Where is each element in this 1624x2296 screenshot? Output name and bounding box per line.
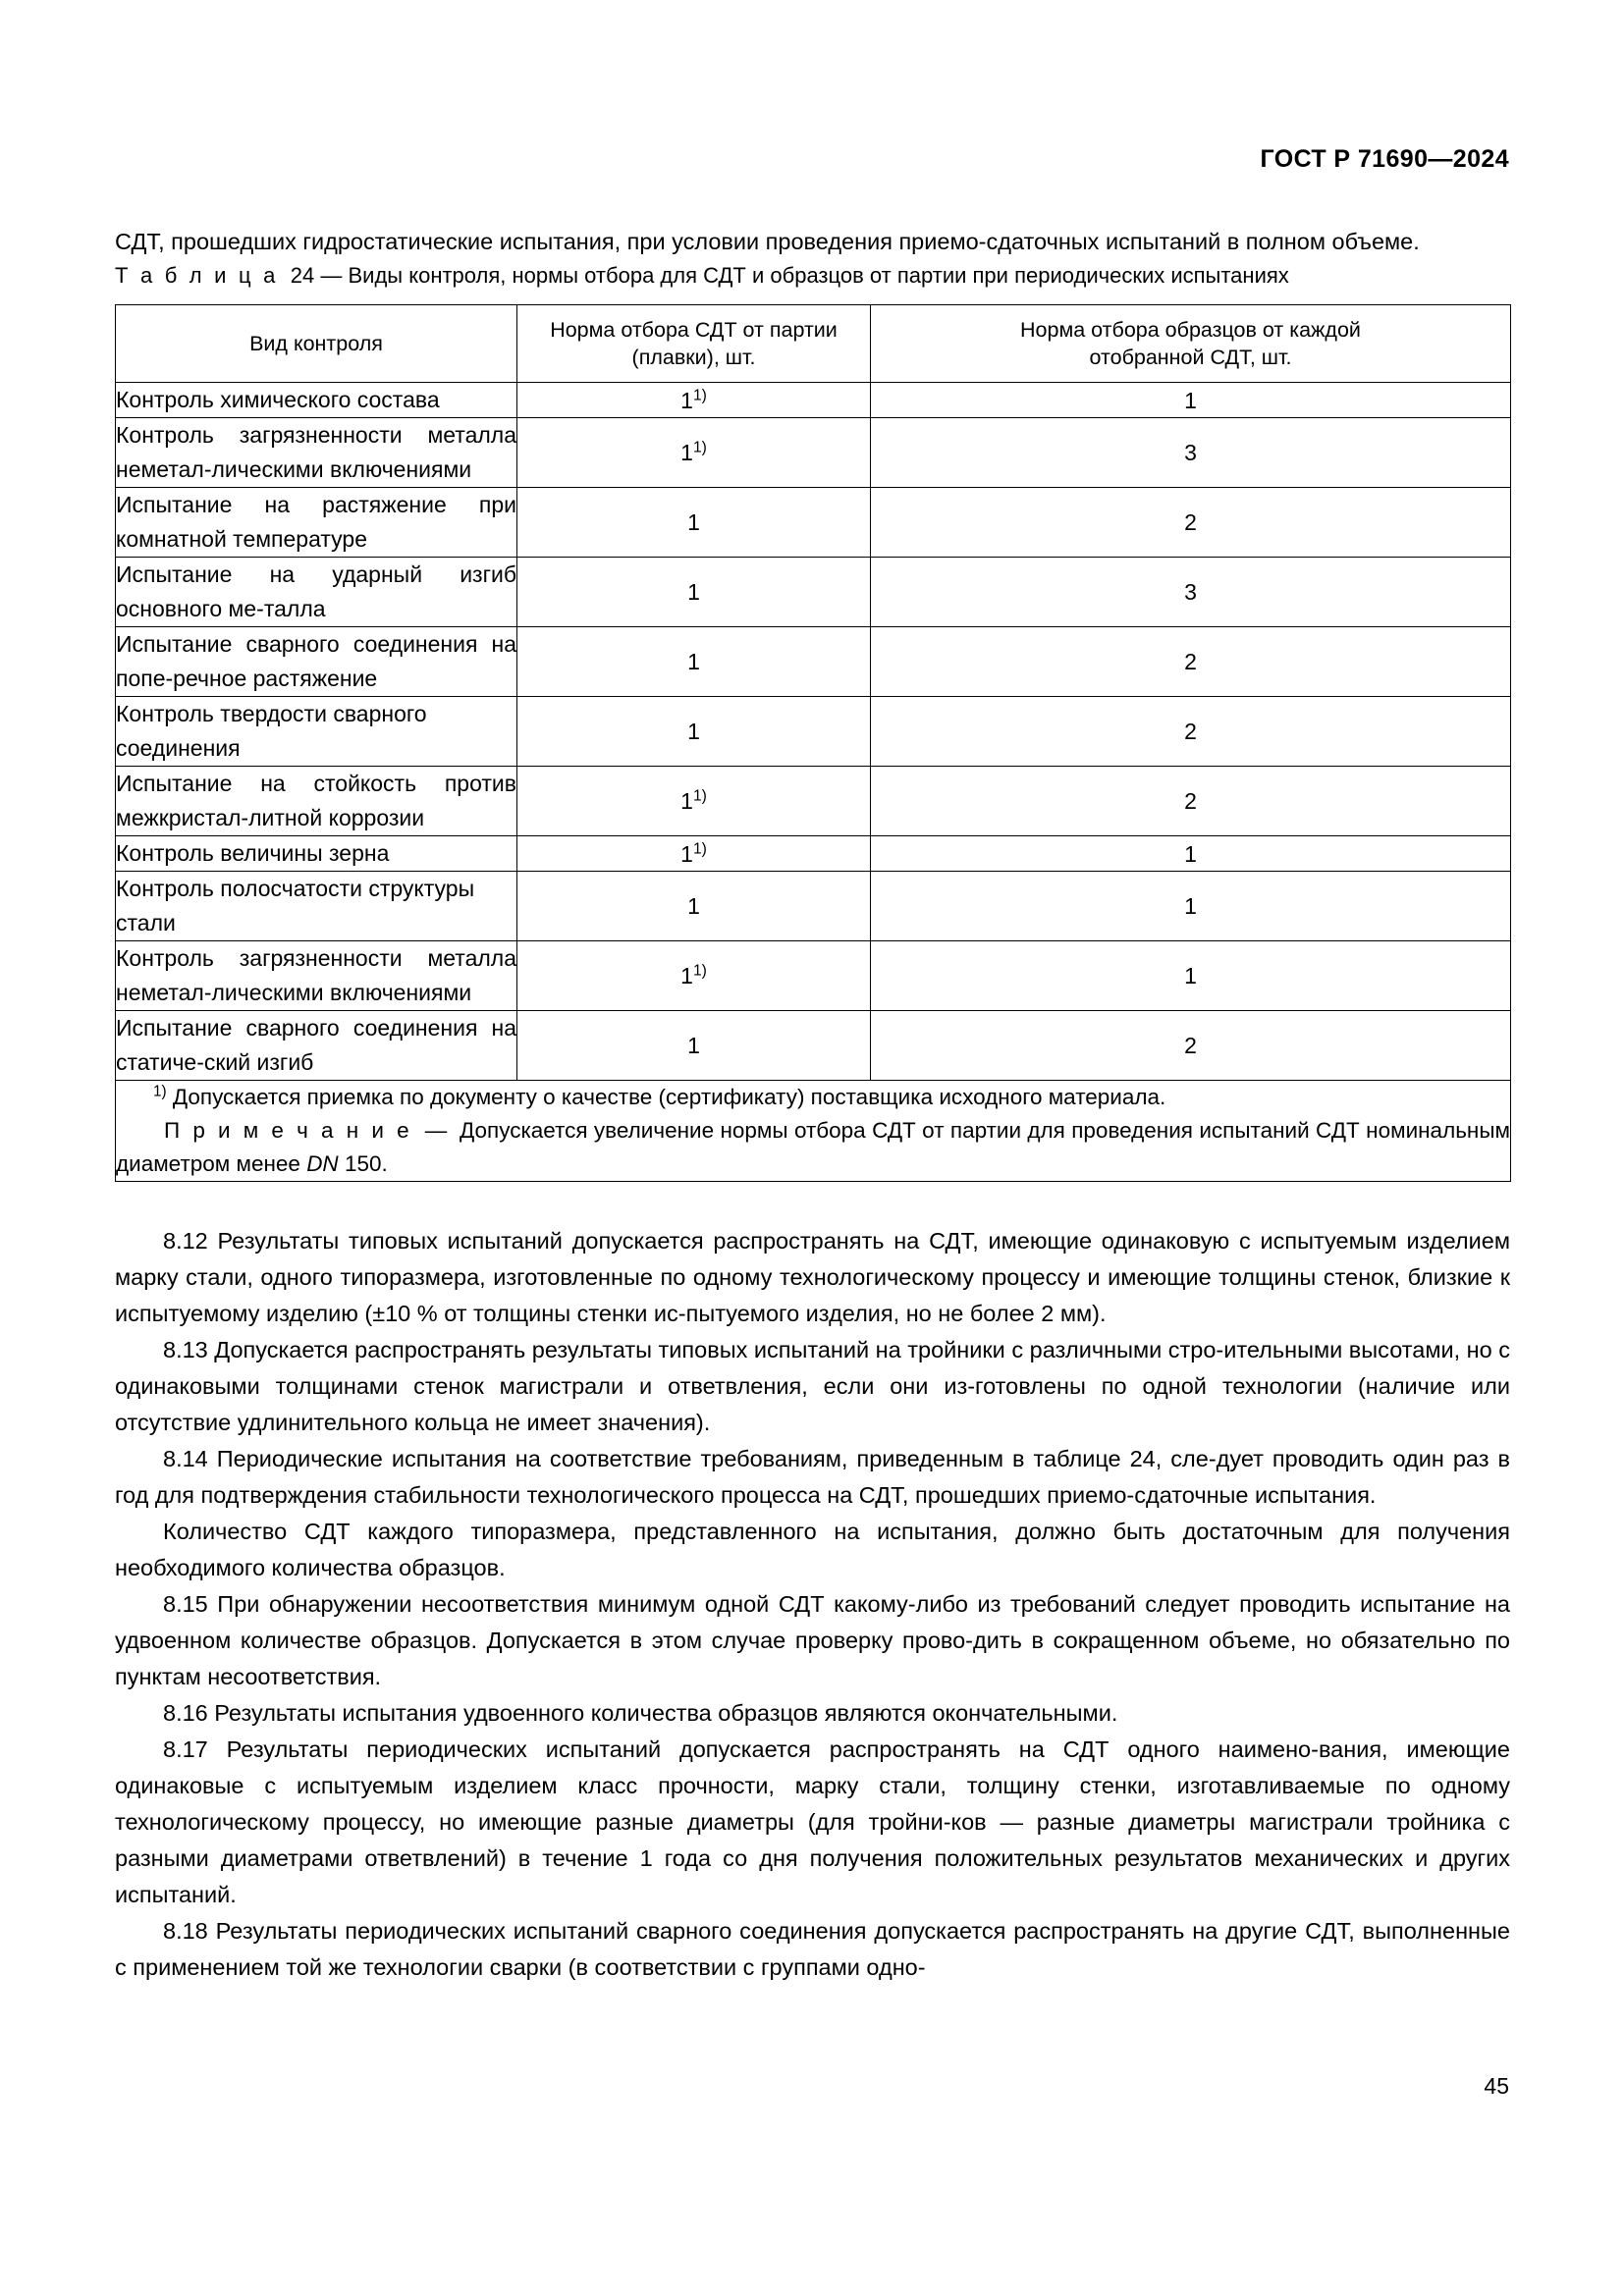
cell-sample-norm: 2 — [870, 487, 1511, 558]
table-row: Испытание на стойкость против межкристал… — [115, 766, 1511, 836]
cell-control-type: Испытание сварного соединения на статиче… — [115, 1010, 517, 1081]
footnote-ref: 1) — [692, 962, 707, 980]
paragraph-8-13: 8.13 Допускается распространять результа… — [115, 1337, 1510, 1435]
cell-control-type: Контроль загрязненности металла неметал-… — [115, 940, 517, 1011]
page-header-standard-number: ГОСТ Р 71690—2024 — [1260, 145, 1509, 173]
cell-batch-value: 1 — [687, 1033, 700, 1058]
cell-control-type: Испытание на ударный изгиб основного ме-… — [115, 557, 517, 627]
table-row: Контроль величины зерна 11) 1 — [115, 835, 1511, 872]
paragraph-8-18: 8.18 Результаты периодических испытаний … — [115, 1918, 1510, 1980]
table-note-dn-abbr: DN — [306, 1151, 339, 1176]
cell-control-type: Контроль твердости сварного соединения — [115, 696, 517, 767]
footnote-ref: 1) — [692, 439, 707, 456]
cell-batch-norm: 11) — [516, 382, 871, 418]
table-header-row: Вид контроля Норма отбора СДТ от партии … — [115, 304, 1511, 383]
cell-batch-value: 1 — [680, 387, 693, 413]
page-number: 45 — [1484, 2073, 1509, 2099]
cell-sample-norm: 1 — [870, 382, 1511, 418]
cell-batch-value: 1 — [687, 719, 700, 744]
table-note-label: П р и м е ч а н и е — [164, 1118, 412, 1143]
table-caption-dash: — — [320, 263, 343, 288]
table-note-text-tail: 150. — [338, 1151, 388, 1176]
paragraph-8-14: 8.14 Периодические испытания на соответс… — [115, 1446, 1510, 1508]
cell-batch-value: 1 — [687, 579, 700, 605]
paragraph-quantity-note: Количество СДТ каждого типоразмера, пред… — [115, 1519, 1510, 1580]
paragraph-8-15: 8.15 При обнаружении несоответствия мини… — [115, 1591, 1510, 1689]
footnote-ref: 1) — [692, 787, 707, 805]
cell-sample-norm: 2 — [870, 1010, 1511, 1081]
paragraph-8-17: 8.17 Результаты периодических испытаний … — [115, 1736, 1510, 1907]
page-content: СДТ, прошедших гидростатические испытани… — [115, 224, 1511, 1986]
cell-control-type: Контроль химического состава — [115, 382, 517, 418]
cell-control-type: Контроль полосчатости структуры стали — [115, 871, 517, 941]
column-header-sample-norm-line2: отобранной СДТ, шт. — [1089, 346, 1292, 369]
table-row: Контроль полосчатости структуры стали 1 … — [115, 871, 1511, 941]
column-header-batch-norm: Норма отбора СДТ от партии (плавки), шт. — [516, 304, 871, 383]
intro-paragraph: СДТ, прошедших гидростатические испытани… — [115, 229, 1420, 254]
table-note-line: П р и м е ч а н и е — Допускается увелич… — [116, 1114, 1510, 1181]
column-header-control-type: Вид контроля — [115, 304, 517, 383]
cell-sample-norm: 2 — [870, 696, 1511, 767]
paragraph-8-12: 8.12 Результаты типовых испытаний допуск… — [115, 1228, 1510, 1326]
cell-batch-norm: 1 — [516, 871, 871, 941]
table-caption-number: 24 — [290, 263, 315, 288]
cell-batch-norm: 1 — [516, 1010, 871, 1081]
table-row: Испытание на ударный изгиб основного ме-… — [115, 557, 1511, 627]
table-row: Испытание сварного соединения на попе-ре… — [115, 626, 1511, 697]
table-row: Испытание сварного соединения на статиче… — [115, 1010, 1511, 1081]
cell-sample-norm: 2 — [870, 626, 1511, 697]
table-body: Контроль химического состава 11) 1 Контр… — [115, 382, 1511, 1182]
cell-batch-norm: 1 — [516, 696, 871, 767]
cell-sample-norm: 1 — [870, 871, 1511, 941]
cell-control-type: Контроль величины зерна — [115, 835, 517, 872]
table-note-dash: — — [424, 1118, 448, 1143]
cell-batch-value: 1 — [687, 893, 700, 919]
footnote-marker: 1) — [153, 1083, 167, 1100]
column-header-sample-norm: Норма отбора образцов от каждой отобранн… — [870, 304, 1511, 383]
table-footnote-line: 1) Допускается приемка по документу о ка… — [116, 1081, 1510, 1114]
table-note-text: Допускается увеличение нормы отбора СДТ … — [116, 1118, 1510, 1176]
table-row: Испытание на растяжение при комнатной те… — [115, 487, 1511, 558]
table-footnote-row: 1) Допускается приемка по документу о ка… — [115, 1080, 1511, 1182]
cell-batch-norm: 11) — [516, 940, 871, 1011]
cell-batch-norm: 1 — [516, 557, 871, 627]
cell-control-type: Испытание сварного соединения на попе-ре… — [115, 626, 517, 697]
cell-sample-norm: 3 — [870, 417, 1511, 488]
cell-batch-value: 1 — [680, 440, 693, 465]
cell-batch-value: 1 — [687, 509, 700, 535]
cell-control-type: Контроль загрязненности металла неметал-… — [115, 417, 517, 488]
cell-batch-value: 1 — [680, 963, 693, 988]
cell-batch-norm: 1 — [516, 487, 871, 558]
footnote-ref: 1) — [692, 839, 707, 857]
table-caption: Т а б л и ц а 24 — Виды контроля, нормы … — [115, 260, 1510, 292]
cell-sample-norm: 1 — [870, 940, 1511, 1011]
footnote-ref: 1) — [692, 386, 707, 403]
column-header-batch-norm-line1: Норма отбора СДТ от партии — [550, 318, 838, 342]
table-caption-label: Т а б л и ц а — [115, 263, 279, 288]
cell-sample-norm: 1 — [870, 835, 1511, 872]
cell-batch-norm: 1 — [516, 626, 871, 697]
table-row: Контроль загрязненности металла неметал-… — [115, 940, 1511, 1011]
table-row: Контроль загрязненности металла неметал-… — [115, 417, 1511, 488]
paragraph-8-16: 8.16 Результаты испытания удвоенного кол… — [163, 1700, 1118, 1726]
table-caption-title: Виды контроля, нормы отбора для СДТ и об… — [348, 263, 1289, 288]
column-header-batch-norm-line2: (плавки), шт. — [631, 346, 756, 369]
cell-batch-value: 1 — [680, 840, 693, 867]
table-row: Контроль твердости сварного соединения 1… — [115, 696, 1511, 767]
column-header-sample-norm-line1: Норма отбора образцов от каждой — [1020, 318, 1361, 342]
cell-batch-norm: 11) — [516, 766, 871, 836]
cell-control-type: Испытание на растяжение при комнатной те… — [115, 487, 517, 558]
cell-batch-norm: 11) — [516, 835, 871, 872]
cell-batch-norm: 11) — [516, 417, 871, 488]
cell-sample-norm: 2 — [870, 766, 1511, 836]
cell-batch-value: 1 — [680, 788, 693, 814]
periodic-tests-table: Вид контроля Норма отбора СДТ от партии … — [115, 304, 1511, 1182]
table-footnote-text: Допускается приемка по документу о качес… — [172, 1085, 1166, 1109]
table-row: Контроль химического состава 11) 1 — [115, 382, 1511, 418]
table-footnote-cell: 1) Допускается приемка по документу о ка… — [115, 1080, 1511, 1182]
cell-control-type: Испытание на стойкость против межкристал… — [115, 766, 517, 836]
cell-batch-value: 1 — [687, 649, 700, 674]
cell-sample-norm: 3 — [870, 557, 1511, 627]
